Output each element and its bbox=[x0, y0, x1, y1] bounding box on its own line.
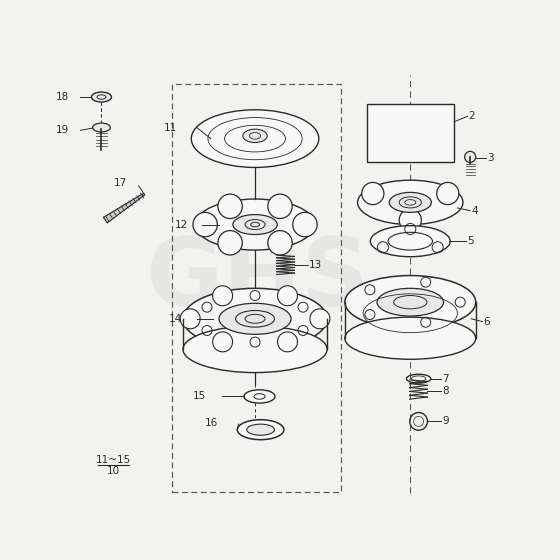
Circle shape bbox=[310, 309, 330, 329]
Circle shape bbox=[465, 151, 475, 162]
Text: 4: 4 bbox=[472, 206, 478, 216]
Circle shape bbox=[218, 231, 242, 255]
Ellipse shape bbox=[345, 317, 475, 360]
Text: 6: 6 bbox=[483, 316, 490, 326]
Ellipse shape bbox=[244, 390, 275, 403]
Ellipse shape bbox=[393, 124, 428, 142]
Text: 19: 19 bbox=[56, 125, 69, 136]
Polygon shape bbox=[367, 104, 454, 162]
Text: GHS: GHS bbox=[146, 234, 370, 326]
Text: 12: 12 bbox=[175, 220, 188, 230]
Circle shape bbox=[218, 194, 242, 218]
Text: 11~15: 11~15 bbox=[96, 455, 131, 465]
Ellipse shape bbox=[247, 424, 274, 435]
Text: 18: 18 bbox=[56, 92, 69, 102]
Circle shape bbox=[437, 183, 459, 204]
Ellipse shape bbox=[358, 180, 463, 225]
Ellipse shape bbox=[237, 420, 284, 440]
Ellipse shape bbox=[183, 326, 327, 372]
Ellipse shape bbox=[377, 288, 444, 316]
Circle shape bbox=[213, 286, 232, 306]
Ellipse shape bbox=[389, 193, 431, 212]
Text: 16: 16 bbox=[205, 418, 218, 428]
Ellipse shape bbox=[219, 304, 291, 334]
Text: 8: 8 bbox=[442, 386, 449, 396]
Ellipse shape bbox=[92, 123, 110, 132]
Circle shape bbox=[213, 332, 232, 352]
Circle shape bbox=[362, 183, 384, 204]
Circle shape bbox=[399, 209, 421, 231]
Ellipse shape bbox=[345, 276, 475, 329]
Ellipse shape bbox=[192, 110, 319, 167]
Ellipse shape bbox=[233, 214, 277, 235]
Text: 5: 5 bbox=[467, 236, 473, 246]
Text: 9: 9 bbox=[442, 417, 449, 426]
Circle shape bbox=[278, 332, 297, 352]
Circle shape bbox=[180, 309, 200, 329]
Circle shape bbox=[293, 212, 317, 237]
Text: 13: 13 bbox=[309, 260, 322, 270]
Polygon shape bbox=[104, 193, 144, 223]
Text: 15: 15 bbox=[193, 391, 206, 402]
Ellipse shape bbox=[243, 129, 267, 142]
Circle shape bbox=[193, 212, 217, 237]
Text: 2: 2 bbox=[469, 111, 475, 122]
Ellipse shape bbox=[91, 92, 111, 102]
Circle shape bbox=[368, 124, 386, 142]
Text: 11: 11 bbox=[164, 123, 177, 133]
Text: 17: 17 bbox=[114, 178, 127, 188]
Text: 7: 7 bbox=[442, 374, 449, 384]
Text: 10: 10 bbox=[107, 466, 120, 477]
Circle shape bbox=[435, 124, 452, 142]
Ellipse shape bbox=[370, 226, 450, 256]
Circle shape bbox=[278, 286, 297, 306]
Text: 14: 14 bbox=[169, 314, 183, 324]
Ellipse shape bbox=[195, 199, 315, 250]
Text: 3: 3 bbox=[487, 153, 493, 163]
Circle shape bbox=[268, 194, 292, 218]
Ellipse shape bbox=[183, 288, 327, 349]
Circle shape bbox=[268, 231, 292, 255]
